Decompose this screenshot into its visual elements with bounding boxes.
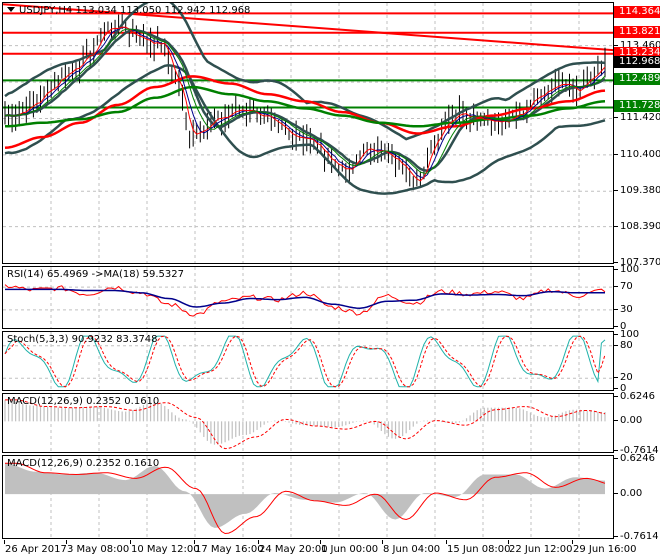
- symbol-ohlc-label: USDJPY,H4 113.034 113.050 112.942 112.96…: [19, 5, 251, 16]
- rsi-canvas[interactable]: [3, 267, 614, 329]
- time-tick-mark: [320, 540, 321, 544]
- time-tick-label: 17 May 16:00: [195, 544, 264, 555]
- stochastic-canvas[interactable]: [3, 332, 614, 391]
- time-tick-label: 10 May 12:00: [131, 544, 200, 555]
- macd-area-axis: 0.6246 0.00 -0.7614: [613, 453, 660, 542]
- trendline[interactable]: [3, 3, 614, 52]
- price-tick-label: 110.400: [613, 148, 660, 160]
- macd-histogram-panel[interactable]: MACD(12,26,9) 0.2352 0.1610: [2, 393, 614, 453]
- time-tick-mark: [382, 540, 383, 544]
- macd-tick-label: 0.6246: [614, 453, 655, 464]
- macd-tick-label: 0.6246: [614, 391, 655, 402]
- support-level-badge: 112.489: [614, 73, 660, 86]
- fast-ma-red-line: [4, 26, 606, 182]
- time-tick-label: 29 Jun 16:00: [573, 544, 637, 555]
- stoch-d-line: [4, 335, 606, 388]
- time-tick-label: 24 May 20:00: [259, 544, 328, 555]
- slow-ma-red-line: [4, 75, 606, 149]
- chart-title: USDJPY,H4 113.034 113.050 112.942 112.96…: [7, 5, 250, 16]
- macd-tick-label: -0.7614: [614, 531, 659, 542]
- resistance-level-badge: 114.364: [614, 6, 660, 19]
- time-tick-label: 3 May 08:00: [67, 544, 130, 555]
- time-tick-mark: [4, 540, 5, 544]
- price-tick-label: 113.460: [613, 39, 660, 51]
- time-axis[interactable]: 26 Apr 2017 3 May 08:00 10 May 12:00 17 May…: [2, 540, 637, 560]
- price-tick-label: 108.390: [613, 220, 660, 232]
- rsi-panel[interactable]: RSI(14) 65.4969 ->MA(18) 59.5327: [2, 266, 614, 329]
- rsi-ma-line: [5, 288, 605, 309]
- resistance-level-badge: 113.821: [614, 25, 660, 38]
- rsi-tick-label: 100: [613, 264, 640, 275]
- stochastic-panel[interactable]: Stoch(5,3,3) 90.9232 83.3748: [2, 331, 614, 391]
- slow-ma-green-line: [4, 85, 606, 128]
- price-tick-label: 109.380: [613, 185, 660, 197]
- time-tick-mark: [508, 540, 509, 544]
- time-tick-mark: [572, 540, 573, 544]
- time-tick-mark: [446, 540, 447, 544]
- rsi-label: RSI(14) 65.4969 ->MA(18) 59.5327: [7, 269, 184, 280]
- stoch-tick-label: 80: [614, 339, 633, 351]
- macd-histogram-axis: 0.6246 0.00 -0.7614: [613, 391, 660, 456]
- macd-area-canvas[interactable]: [3, 456, 614, 539]
- stoch-tick-label: 0: [613, 383, 627, 394]
- bollinger-middle-line: [4, 28, 606, 173]
- macd-area-panel[interactable]: MACD(12,26,9) 0.2352 0.1610: [2, 455, 614, 539]
- macd-histogram-label: MACD(12,26,9) 0.2352 0.1610: [7, 396, 160, 407]
- rsi-axis: 100 70 30 0: [613, 264, 660, 332]
- stoch-tick-label: 100: [613, 329, 640, 340]
- price-chart-panel[interactable]: USDJPY,H4 113.034 113.050 112.942 112.96…: [2, 2, 614, 264]
- price-chart-canvas[interactable]: [3, 3, 614, 264]
- support-level-badge: 111.728: [614, 100, 660, 113]
- price-tick-label: 111.420: [613, 112, 660, 124]
- time-tick-label: 26 Apr 2017: [5, 544, 67, 555]
- stoch-k-line: [4, 335, 606, 388]
- macd-area: [5, 463, 605, 528]
- time-tick-label: 15 Jun 08:00: [447, 544, 511, 555]
- price-tick-label: 107.370: [613, 257, 660, 268]
- fast-ma-green-line: [4, 28, 606, 174]
- time-tick-mark: [258, 540, 259, 544]
- macd-area-label: MACD(12,26,9) 0.2352 0.1610: [7, 458, 160, 469]
- rsi-tick-label: 70: [614, 281, 633, 293]
- rsi-line: [4, 284, 606, 317]
- collapse-arrow-icon[interactable]: [7, 7, 15, 12]
- time-tick-label: 8 Jun 04:00: [383, 544, 441, 555]
- macd-signal-line: [5, 462, 606, 535]
- stochastic-axis: 100 80 20 0: [613, 329, 660, 394]
- time-tick-label: 22 Jun 12:00: [509, 544, 573, 555]
- stochastic-label: Stoch(5,3,3) 90.9232 83.3748: [7, 334, 158, 345]
- stoch-tick-label: 20: [614, 372, 633, 384]
- rsi-tick-label: 0: [613, 321, 627, 332]
- time-tick-mark: [194, 540, 195, 544]
- price-axis[interactable]: 113.460 111.420 110.400 109.380 108.390 107.3…: [613, 2, 660, 268]
- time-tick-label: 1 Jun 00:00: [321, 544, 379, 555]
- bollinger-lower-line: [4, 64, 606, 195]
- resistance-level-badge: 113.234: [614, 46, 660, 59]
- macd-signal-line: [5, 399, 606, 450]
- macd-histogram-canvas[interactable]: [3, 394, 614, 453]
- time-tick-mark: [130, 540, 131, 544]
- time-tick-mark: [66, 540, 67, 544]
- macd-tick-label: 0.00: [613, 415, 643, 427]
- rsi-tick-label: 30: [614, 303, 633, 315]
- current-price-badge: 112.968: [614, 56, 660, 69]
- macd-tick-label: 0.00: [613, 488, 643, 500]
- macd-tick-label: -0.7614: [614, 445, 659, 456]
